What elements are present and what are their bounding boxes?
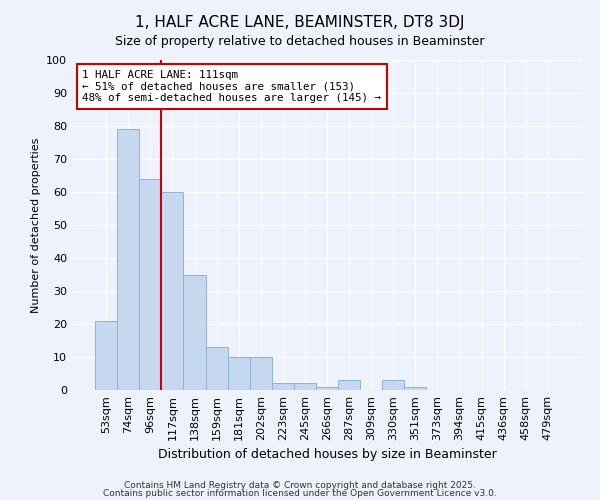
Bar (382, 380, 404, 390)
Bar (95, 320, 117, 390)
Bar (117, 130, 139, 390)
Text: Contains HM Land Registry data © Crown copyright and database right 2025.: Contains HM Land Registry data © Crown c… (124, 480, 476, 490)
Bar (272, 384, 294, 390)
Bar (316, 386, 338, 390)
Bar (161, 192, 184, 390)
Bar (404, 386, 427, 390)
Bar (139, 179, 161, 390)
Bar (227, 357, 250, 390)
Text: 1, HALF ACRE LANE, BEAMINSTER, DT8 3DJ: 1, HALF ACRE LANE, BEAMINSTER, DT8 3DJ (135, 15, 465, 30)
Bar (184, 274, 206, 390)
Text: Contains public sector information licensed under the Open Government Licence v3: Contains public sector information licen… (103, 489, 497, 498)
Bar (294, 384, 316, 390)
Text: Size of property relative to detached houses in Beaminster: Size of property relative to detached ho… (115, 35, 485, 48)
Y-axis label: Number of detached properties: Number of detached properties (31, 138, 41, 312)
Bar (206, 347, 227, 390)
Text: 1 HALF ACRE LANE: 111sqm
← 51% of detached houses are smaller (153)
48% of semi-: 1 HALF ACRE LANE: 111sqm ← 51% of detach… (82, 70, 381, 103)
Bar (250, 357, 272, 390)
X-axis label: Distribution of detached houses by size in Beaminster: Distribution of detached houses by size … (158, 448, 496, 462)
Bar (338, 380, 360, 390)
